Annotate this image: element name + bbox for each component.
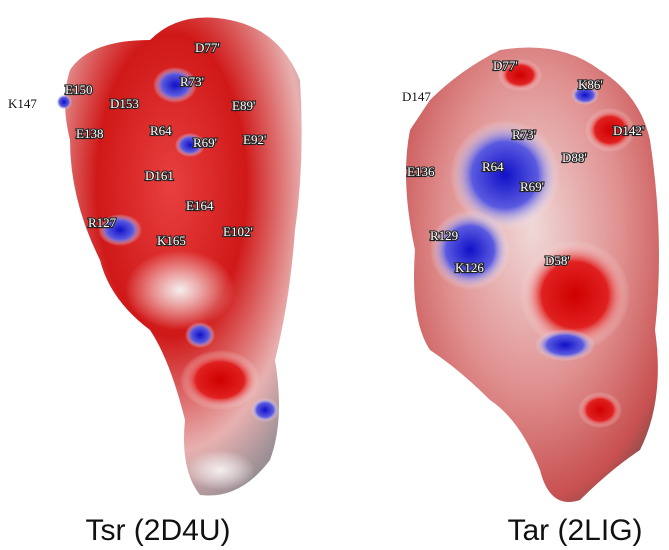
residue-label: E102' [223, 224, 253, 239]
residue-label: E150 [65, 82, 92, 97]
residue-label: R64 [482, 159, 504, 174]
residue-label: E164 [186, 198, 214, 213]
residue-label: K147 [8, 96, 37, 111]
residue-label: K165 [157, 233, 186, 248]
residue-label: D161 [145, 168, 174, 183]
residue-label: D88' [562, 150, 587, 165]
residue-label: R69' [520, 179, 544, 194]
residue-label: D153 [110, 96, 139, 111]
residue-label: E92' [243, 132, 266, 147]
residue-label: R73' [512, 127, 536, 142]
tar-surface [406, 47, 659, 502]
residue-label: D77' [195, 40, 220, 55]
tsr-surface [56, 17, 302, 496]
residue-label: R129 [430, 228, 458, 243]
residue-label: R73' [180, 74, 204, 89]
residue-label: R127 [88, 215, 117, 230]
residue-label: D142' [613, 123, 644, 138]
caption: Tsr (2D4U) [85, 514, 230, 547]
residue-label: E136 [407, 164, 435, 179]
residue-label: K86' [578, 77, 603, 92]
labels: D77' R73' E150 K147 D153 E89' R64 E138 R69' E92' D… [7, 39, 645, 276]
residue-label: D77' [493, 58, 518, 73]
residue-label: R64 [150, 123, 172, 138]
caption: Tar (2LIG) [507, 514, 642, 547]
residue-label: R69' [193, 135, 217, 150]
residue-label: D147 [402, 89, 431, 104]
residue-label: E138 [76, 126, 103, 141]
residue-label: E89' [232, 98, 255, 113]
residue-label: D58' [545, 253, 570, 268]
residue-label: K126 [455, 260, 484, 275]
